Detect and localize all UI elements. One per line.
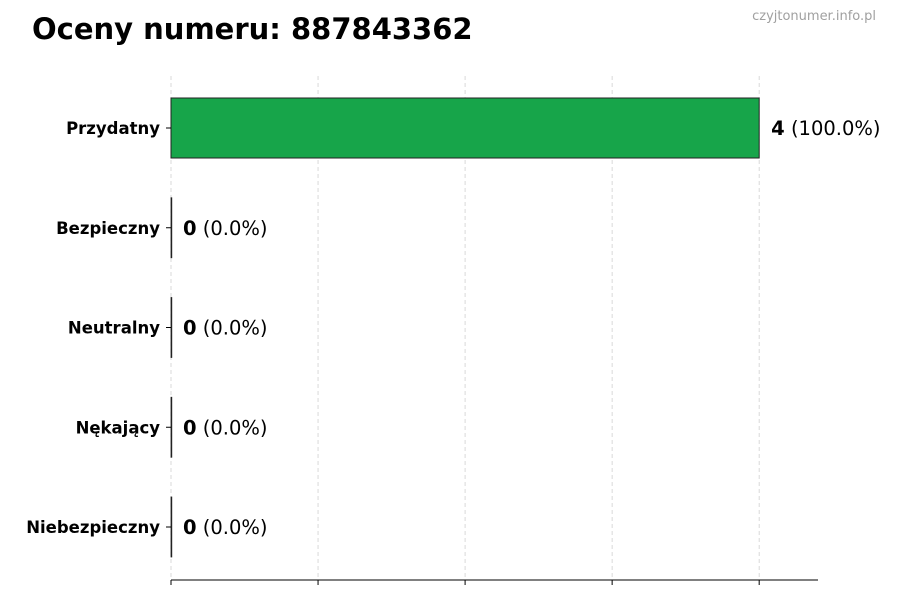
- data-label: 0 (0.0%): [183, 516, 268, 539]
- data-label-percent: (0.0%): [197, 317, 268, 340]
- y-tick-label: Bezpieczny: [56, 219, 160, 238]
- watermark: czyjtonumer.info.pl: [752, 9, 876, 24]
- chart-title: Oceny numeru: 887843362: [32, 12, 473, 46]
- data-label-value: 0: [183, 217, 197, 240]
- data-label-percent: (0.0%): [197, 416, 268, 439]
- data-label-value: 4: [771, 117, 785, 140]
- data-label: 0 (0.0%): [183, 317, 268, 340]
- bar: [170, 97, 760, 159]
- y-tick-label: Neutralny: [68, 319, 160, 338]
- bar: [170, 297, 173, 358]
- data-label-percent: (0.0%): [197, 217, 268, 240]
- bar: [170, 197, 173, 259]
- data-label-percent: (0.0%): [197, 516, 268, 539]
- data-label-percent: (100.0%): [785, 117, 881, 140]
- data-label: 4 (100.0%): [771, 117, 880, 140]
- y-tick-label: Nękający: [76, 418, 161, 437]
- data-label-value: 0: [183, 516, 197, 539]
- bar: [170, 496, 173, 558]
- data-label: 0 (0.0%): [183, 416, 268, 439]
- data-label: 0 (0.0%): [183, 217, 268, 240]
- data-label-value: 0: [183, 317, 197, 340]
- y-tick-label: Przydatny: [66, 119, 160, 138]
- data-label-value: 0: [183, 416, 197, 439]
- bar: [170, 396, 173, 458]
- y-tick-label: Niebezpieczny: [26, 518, 160, 537]
